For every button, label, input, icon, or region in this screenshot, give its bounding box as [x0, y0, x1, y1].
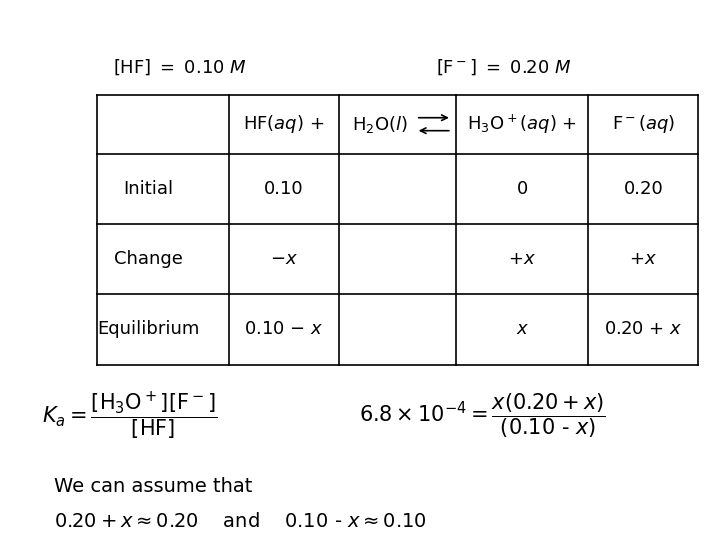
Text: 0: 0 [517, 180, 528, 198]
Text: HF($aq$) +: HF($aq$) + [243, 113, 325, 135]
Text: Change: Change [114, 250, 183, 268]
Text: F$^-$($aq$): F$^-$($aq$) [611, 113, 675, 135]
Text: +$x$: +$x$ [508, 250, 536, 268]
Text: 0.10 $-$ $x$: 0.10 $-$ $x$ [244, 320, 324, 339]
Text: [HF] $=$ 0.10 $M$: [HF] $=$ 0.10 $M$ [113, 58, 247, 77]
Text: We can assume that: We can assume that [54, 476, 253, 496]
Text: $-$$x$: $-$$x$ [270, 250, 298, 268]
Text: Initial: Initial [124, 180, 174, 198]
Text: Equilibrium: Equilibrium [97, 320, 199, 339]
Text: $K_a = \dfrac{[\mathrm{H_3O^+}][\mathrm{F^-}]}{[\mathrm{HF}]}$: $K_a = \dfrac{[\mathrm{H_3O^+}][\mathrm{… [42, 389, 217, 442]
Text: $6.8 \times 10^{-4} = \dfrac{x(0.20 + x)}{(0.10\ \text{-}\ x)}$: $6.8 \times 10^{-4} = \dfrac{x(0.20 + x)… [359, 392, 606, 440]
Text: H$_2$O($\it{l}$): H$_2$O($\it{l}$) [352, 114, 408, 134]
Text: $x$: $x$ [516, 320, 529, 339]
Text: [F$^-$] $=$ 0.20 $M$: [F$^-$] $=$ 0.20 $M$ [436, 58, 572, 77]
Text: 0.10: 0.10 [264, 180, 304, 198]
Text: H$_3$O$^+$($aq$) +: H$_3$O$^+$($aq$) + [467, 112, 577, 136]
Text: 0.20: 0.20 [624, 180, 663, 198]
Text: $0.20 + x \approx 0.20$    and    $0.10\ \text{-}\ x \approx 0.10$: $0.20 + x \approx 0.20$ and $0.10\ \text… [54, 511, 427, 531]
Text: +$x$: +$x$ [629, 250, 657, 268]
Text: 0.20 + $x$: 0.20 + $x$ [604, 320, 683, 339]
